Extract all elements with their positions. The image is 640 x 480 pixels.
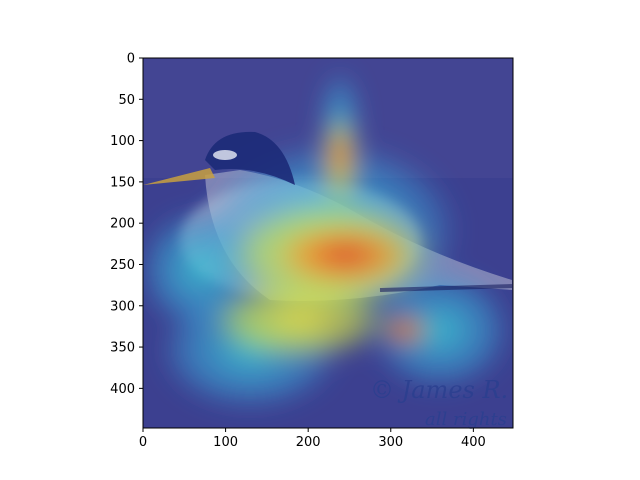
watermark-line1: © James R. [370, 376, 508, 404]
heat-blobs [143, 70, 510, 410]
y-tick-label: 200 [110, 217, 135, 232]
y-tick-label: 150 [110, 175, 135, 190]
x-tick-label: 200 [296, 435, 321, 450]
y-tick-label: 400 [110, 382, 135, 397]
x-axis: 0 100 200 300 400 [139, 428, 486, 450]
x-tick-label: 300 [378, 435, 403, 450]
y-tick-label: 100 [110, 134, 135, 149]
axes-frame [142, 57, 514, 429]
bird-tail [379, 284, 513, 292]
y-tick-label: 300 [110, 299, 135, 314]
y-tick-label: 0 [127, 52, 135, 67]
y-axis: 0 50 100 150 200 250 300 350 400 [110, 52, 143, 397]
bird-beak [143, 168, 215, 185]
bird-head [205, 131, 295, 185]
x-tick-label: 0 [139, 435, 147, 450]
y-tick-label: 350 [110, 341, 135, 356]
bird-face [213, 150, 237, 160]
y-tick-label: 50 [118, 93, 135, 108]
x-tick-label: 400 [461, 435, 486, 450]
y-tick-label: 250 [110, 258, 135, 273]
heatmap-image [143, 58, 513, 428]
watermark-line2: all rights [425, 409, 507, 430]
x-tick-label: 100 [213, 435, 238, 450]
